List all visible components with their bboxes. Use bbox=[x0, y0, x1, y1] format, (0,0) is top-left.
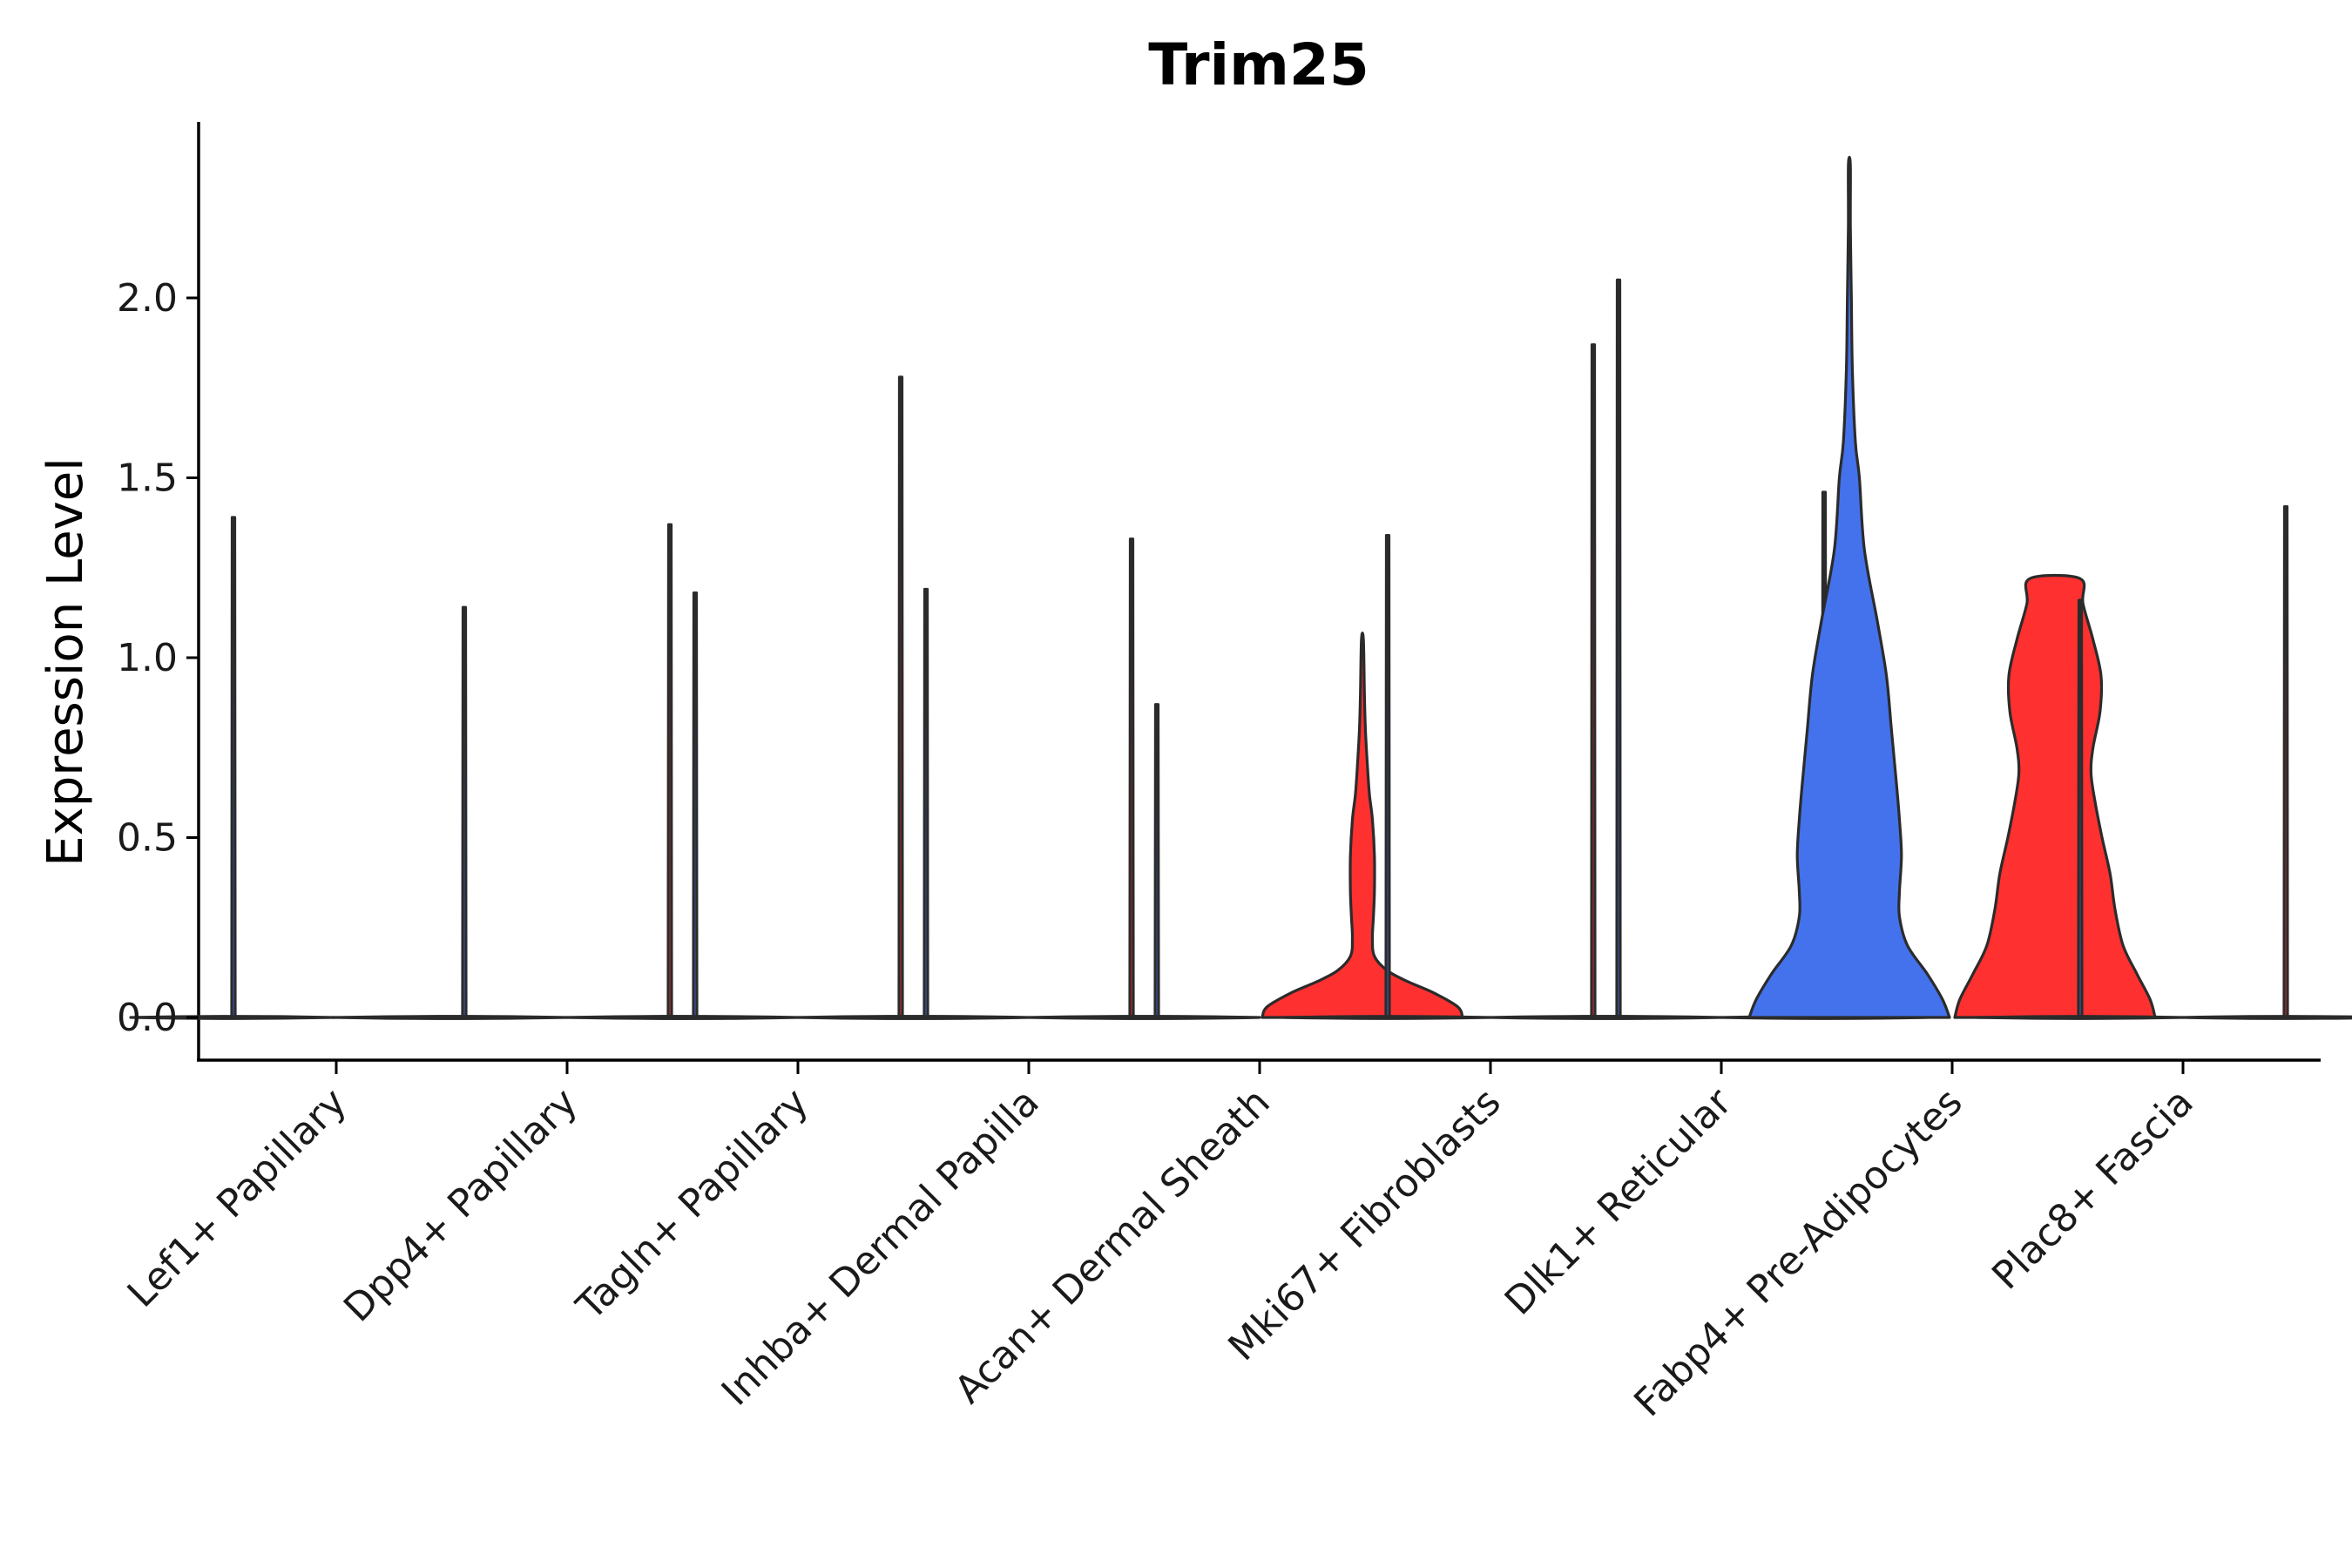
y-tick-label: 1.0 bbox=[117, 636, 178, 680]
violin-7-group_b bbox=[1953, 573, 2157, 1019]
violin-3-group_a bbox=[923, 587, 929, 1019]
violin-1-group_a bbox=[461, 605, 468, 1019]
x-tick-label: Plac8+ Fascia bbox=[1984, 1080, 2202, 1299]
violin-8-group_b bbox=[2282, 504, 2289, 1019]
chart-title: Trim25 bbox=[1148, 31, 1369, 98]
y-ticks-group: 0.0 0.5 1.0 1.5 2.0 bbox=[117, 276, 199, 1040]
violin-5-group_a bbox=[1384, 533, 1391, 1019]
x-tick-label: Tagln+ Papillary bbox=[568, 1080, 817, 1329]
x-tick-label: Lef1+ Papillary bbox=[119, 1080, 355, 1316]
violin-5-group_b bbox=[1590, 343, 1597, 1019]
y-tick-label: 1.5 bbox=[117, 456, 178, 501]
violin-base-2-group_a bbox=[591, 1015, 800, 1020]
x-tick-label: Dpp4+ Papillary bbox=[335, 1080, 586, 1331]
violin-8-group_a bbox=[2077, 598, 2084, 1019]
violin-2-group_a bbox=[692, 591, 699, 1019]
y-tick-label: 0.0 bbox=[117, 996, 178, 1040]
violin-4-group_b bbox=[1260, 632, 1464, 1019]
violin-0-group_a bbox=[230, 516, 237, 1019]
violin-base-1-group_a bbox=[360, 1015, 569, 1020]
violin-base-8-group_b bbox=[2181, 1015, 2352, 1020]
y-axis-label: Expression Level bbox=[37, 457, 94, 867]
violin-2-group_b bbox=[897, 375, 904, 1019]
violin-3-group_b bbox=[1128, 537, 1135, 1019]
violin-6-group_a bbox=[1615, 278, 1622, 1019]
violins-group bbox=[129, 155, 2352, 1020]
violin-base-5-group_a bbox=[1283, 1015, 1492, 1020]
violin-base-6-group_a bbox=[1514, 1015, 1723, 1020]
violin-base-8-group_a bbox=[1976, 1015, 2185, 1020]
violin-base-3-group_a bbox=[821, 1015, 1031, 1020]
violin-1-group_b bbox=[666, 523, 673, 1019]
violin-7-group_a bbox=[1747, 155, 1951, 1019]
y-tick-label: 0.5 bbox=[117, 816, 178, 861]
violin-base-4-group_a bbox=[1052, 1015, 1261, 1020]
x-tick-label: Dlk1+ Reticular bbox=[1497, 1079, 1741, 1324]
violin-4-group_a bbox=[1153, 703, 1160, 1019]
y-tick-label: 2.0 bbox=[117, 276, 178, 321]
